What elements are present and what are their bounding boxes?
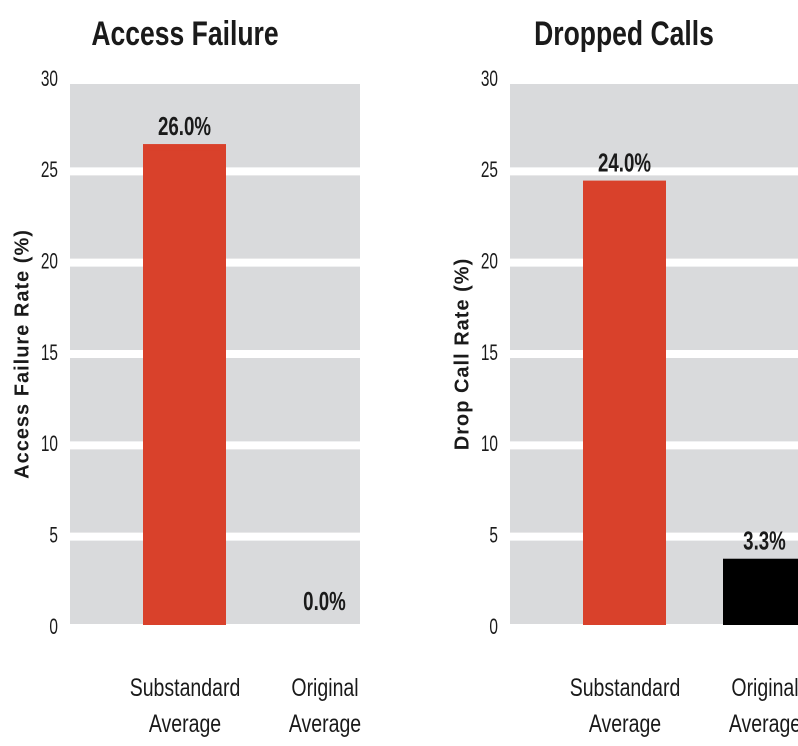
y-tick-label: 25	[481, 159, 498, 183]
value-label: 24.0%	[598, 147, 651, 177]
x-tick-label: Substandard Average	[129, 674, 240, 738]
value-label: 3.3%	[743, 525, 786, 555]
y-tick-label: 25	[41, 159, 58, 183]
bar	[583, 180, 666, 625]
bar	[143, 144, 226, 625]
y-tick-label: 15	[41, 341, 58, 365]
y-tick-label: 10	[481, 433, 498, 457]
y-tick-label: 15	[481, 341, 498, 365]
y-tick-label: 30	[481, 67, 498, 91]
y-tick-label: 10	[41, 433, 58, 457]
chart-title: Access Failure	[91, 15, 278, 53]
value-label: 26.0%	[158, 111, 211, 141]
y-tick-label: 20	[41, 250, 58, 274]
y-tick-label: 30	[41, 67, 58, 91]
y-tick-label: 5	[489, 524, 498, 548]
y-axis-label: Drop Call Rate (%)	[451, 258, 473, 450]
x-tick-label: Substandard Average	[569, 674, 680, 738]
y-axis-label: Access Failure Rate (%)	[11, 229, 33, 479]
chart-title: Dropped Calls	[534, 15, 714, 53]
y-tick-label: 0	[49, 615, 58, 639]
y-tick-label: 5	[49, 524, 58, 548]
y-tick-label: 0	[489, 615, 498, 639]
bar	[723, 558, 798, 625]
y-tick-label: 20	[481, 250, 498, 274]
value-label: 0.0%	[303, 586, 346, 616]
x-tick-label: Original Average	[288, 674, 361, 738]
x-tick-label: Original Average	[728, 674, 798, 738]
